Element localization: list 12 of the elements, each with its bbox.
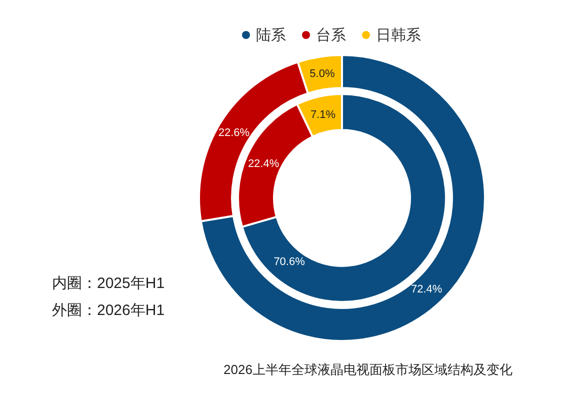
legend-label: 陆系 (256, 27, 286, 44)
legend-label: 日韩系 (376, 27, 421, 44)
data-label: 7.1% (310, 109, 336, 122)
data-label: 5.0% (310, 68, 335, 80)
data-label: 72.4% (410, 284, 442, 296)
text: 内圈：2025年H1 (52, 275, 165, 292)
data-label: 22.4% (248, 158, 280, 170)
text: 2026上半年全球液晶电视面板市场区域结构及变化 (224, 362, 512, 377)
data-label: 22.6% (218, 127, 250, 140)
legend-label: 台系 (316, 27, 346, 44)
text: 外圈：2026年H1 (52, 302, 165, 319)
data-label: 70.6% (274, 256, 306, 268)
